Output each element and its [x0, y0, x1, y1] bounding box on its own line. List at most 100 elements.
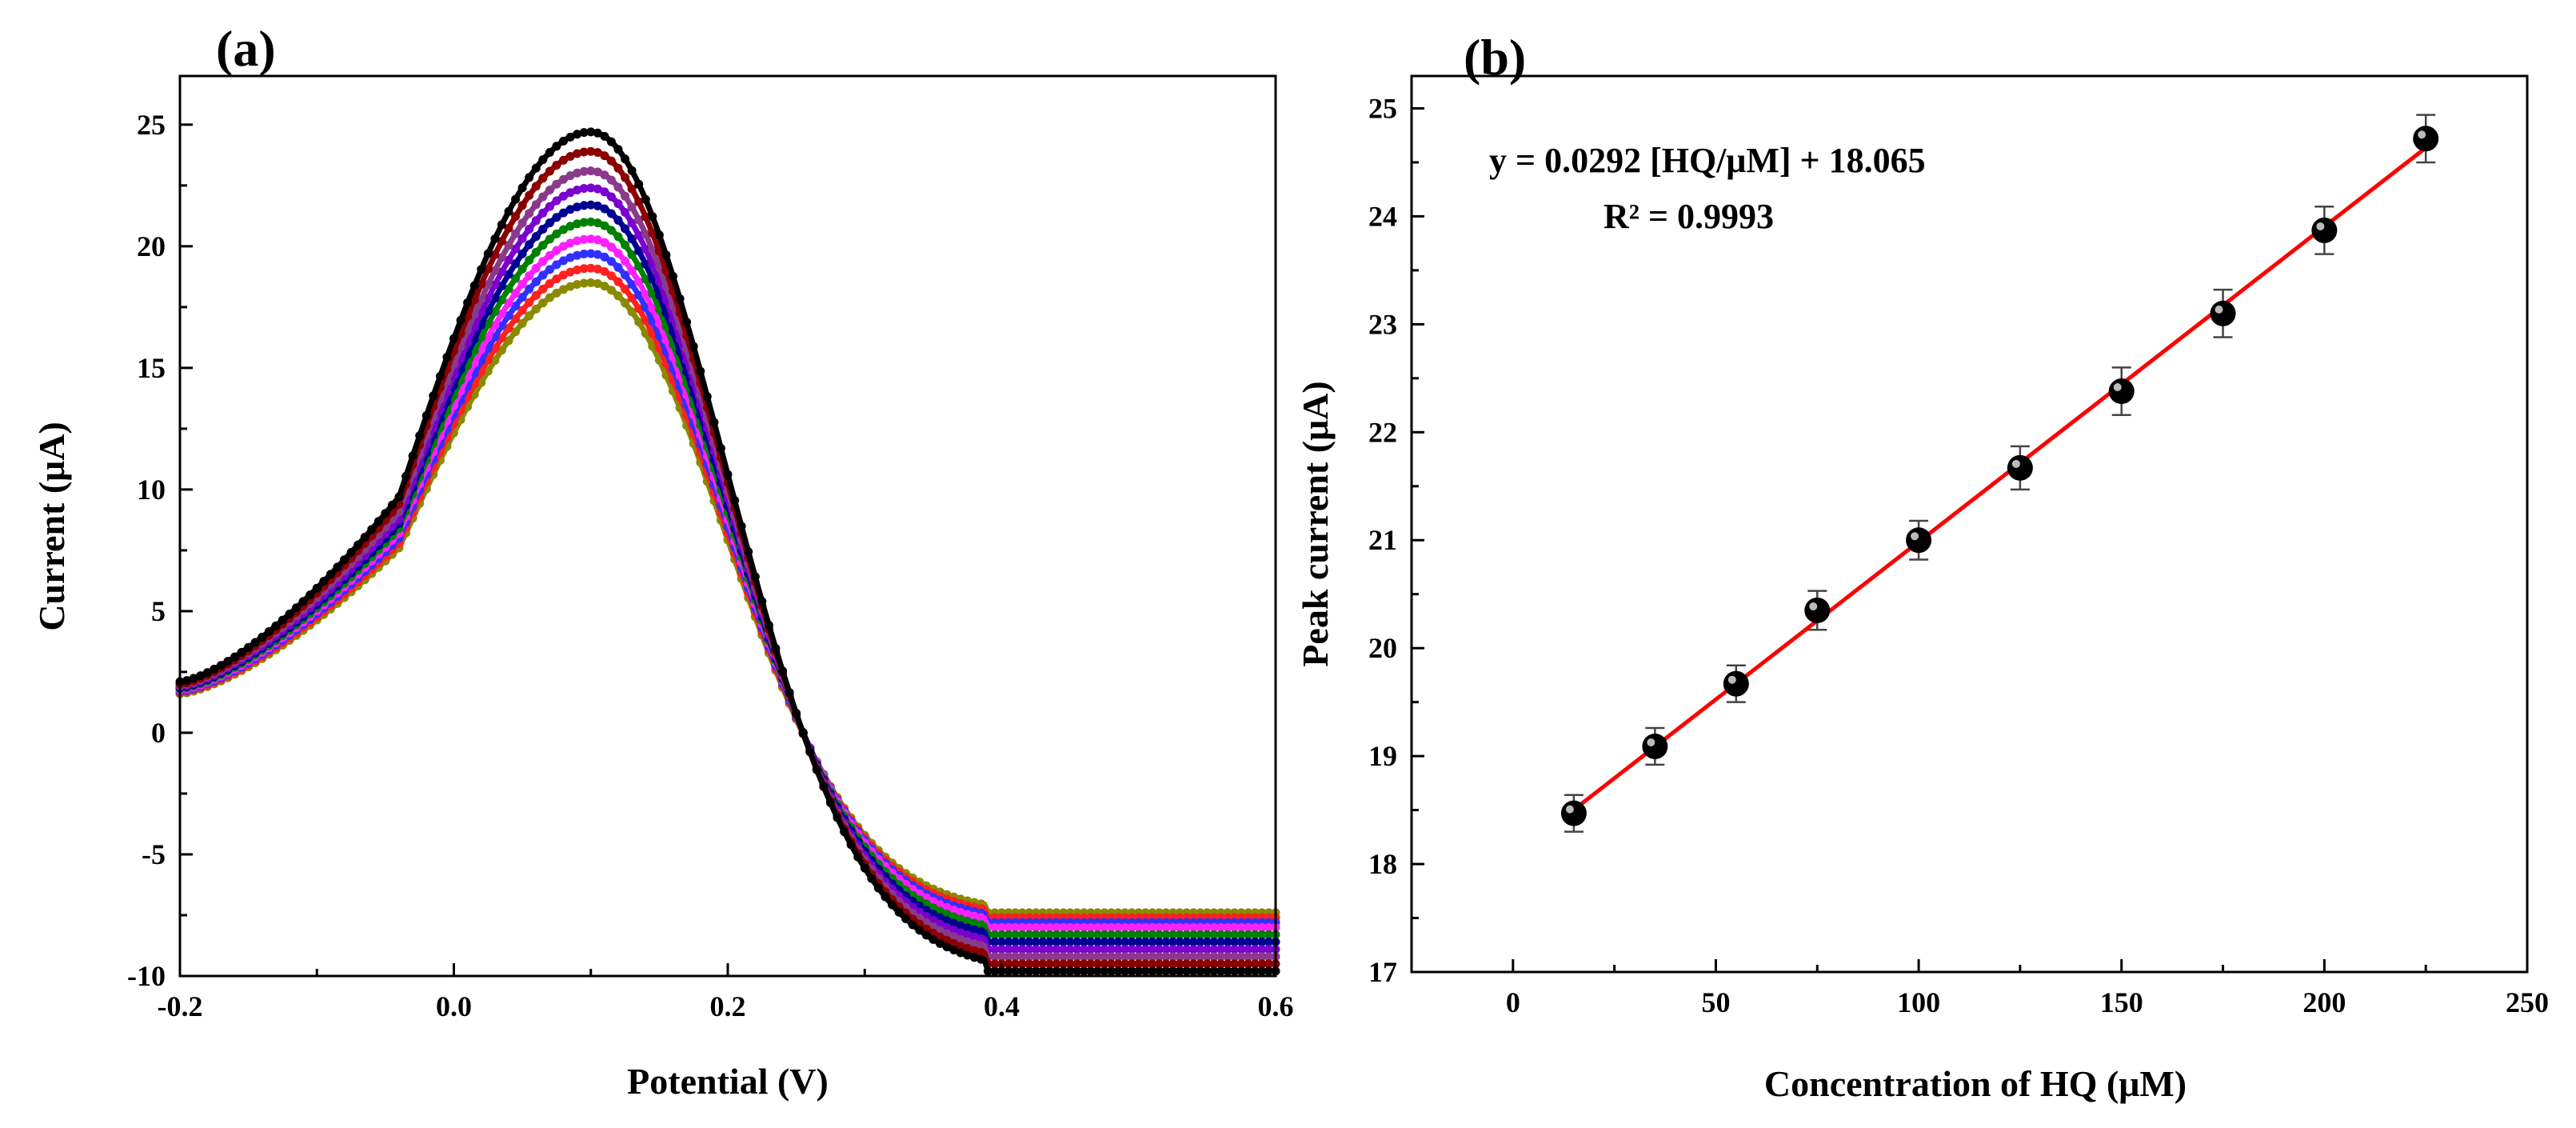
- series-marker: [956, 934, 965, 944]
- series-marker: [531, 290, 541, 300]
- series-marker: [545, 148, 554, 157]
- series-marker: [258, 632, 267, 642]
- series-marker: [1182, 930, 1192, 939]
- series-marker: [1100, 937, 1109, 946]
- series-marker: [579, 278, 589, 288]
- series-marker: [196, 671, 206, 681]
- series-marker: [565, 282, 575, 291]
- series-marker: [963, 937, 972, 946]
- series-marker: [545, 293, 554, 302]
- series-marker: [586, 146, 596, 156]
- series-marker: [1182, 952, 1192, 962]
- series-marker: [552, 229, 561, 238]
- data-point: [1804, 590, 1831, 631]
- series-marker: [511, 244, 521, 254]
- series-marker: [1154, 922, 1164, 932]
- series-marker: [634, 317, 644, 326]
- series-marker: [271, 621, 281, 630]
- series-marker: [1230, 952, 1240, 962]
- series-marker: [689, 342, 698, 351]
- series-marker: [661, 250, 671, 260]
- series-marker: [579, 234, 589, 244]
- panel-b-y-tick-label: 23: [1368, 308, 1397, 340]
- point-highlight: [2316, 222, 2325, 230]
- series-marker: [1120, 952, 1130, 962]
- series-marker: [641, 302, 650, 312]
- series-marker: [565, 132, 575, 142]
- series-marker: [1011, 952, 1020, 962]
- series-marker: [579, 184, 589, 193]
- series-marker: [1236, 945, 1246, 954]
- series-marker: [1107, 937, 1116, 946]
- series-marker: [1011, 937, 1020, 946]
- series-marker: [634, 179, 644, 189]
- series-marker: [1024, 966, 1034, 976]
- series-marker: [1196, 945, 1205, 954]
- series-marker: [983, 966, 992, 976]
- series-marker: [497, 236, 506, 246]
- series-marker: [1092, 952, 1102, 962]
- series-marker: [559, 270, 568, 280]
- series-marker: [1038, 952, 1048, 962]
- series-marker: [517, 201, 527, 210]
- series-marker: [1065, 966, 1075, 976]
- series-marker: [613, 215, 623, 225]
- series-marker: [1257, 945, 1267, 954]
- series-marker: [1148, 937, 1157, 946]
- panel-a-voltammogram: (a) -0.2 0.0 0.2 0.4 0.6 -10 -5 0 5 10 15 20 25 Pote…: [31, 20, 1294, 1102]
- series-marker: [525, 311, 534, 321]
- series-marker: [1161, 952, 1171, 962]
- series-marker: [621, 284, 630, 294]
- series-marker: [1072, 945, 1082, 954]
- series-marker: [1154, 952, 1164, 962]
- series-marker: [442, 353, 452, 362]
- series-marker: [1100, 945, 1109, 954]
- series-marker: [517, 218, 527, 228]
- series-marker: [634, 197, 644, 206]
- series-marker: [1127, 952, 1136, 962]
- series-marker: [812, 765, 821, 774]
- series-marker: [744, 547, 753, 557]
- series-marker: [586, 278, 596, 287]
- series-marker: [949, 906, 959, 914]
- series-marker: [210, 664, 219, 674]
- series-marker: [976, 954, 986, 964]
- panel-b-x-tick-label: 150: [2100, 986, 2143, 1018]
- series-marker: [976, 947, 986, 957]
- series-marker: [237, 647, 246, 657]
- series-marker: [600, 151, 609, 161]
- series-marker: [1038, 945, 1048, 954]
- series-marker: [990, 930, 1000, 939]
- point-marker: [1560, 800, 1587, 826]
- series-marker: [1168, 952, 1178, 962]
- panel-b-x-axis-title: Concentration of HQ (μM): [1764, 1063, 2187, 1104]
- series-marker: [1024, 937, 1034, 946]
- series-marker: [586, 200, 596, 210]
- series-marker: [531, 304, 541, 314]
- series-marker: [586, 249, 596, 258]
- series-marker: [504, 298, 513, 308]
- series-marker: [1223, 922, 1232, 932]
- series-marker: [997, 922, 1006, 932]
- series-marker: [969, 946, 979, 955]
- series-marker: [517, 306, 527, 315]
- series-marker: [1250, 959, 1260, 969]
- panel-b-y-tick-label: 18: [1368, 848, 1397, 880]
- series-marker: [771, 644, 781, 653]
- series-marker: [1161, 937, 1171, 946]
- series-marker: [545, 166, 554, 176]
- series-marker: [1236, 922, 1246, 932]
- series-marker: [497, 282, 506, 290]
- series-marker: [182, 676, 192, 686]
- series-marker: [997, 952, 1006, 962]
- data-point: [1723, 664, 1749, 703]
- series-marker: [517, 293, 527, 302]
- series-marker: [1188, 922, 1198, 932]
- series-marker: [360, 533, 369, 542]
- series-marker: [579, 128, 589, 138]
- series-marker: [600, 221, 609, 230]
- point-marker: [1804, 597, 1831, 623]
- series-marker: [785, 688, 794, 698]
- series-marker: [1059, 930, 1068, 939]
- panel-b-y-tick-label: 24: [1368, 200, 1397, 232]
